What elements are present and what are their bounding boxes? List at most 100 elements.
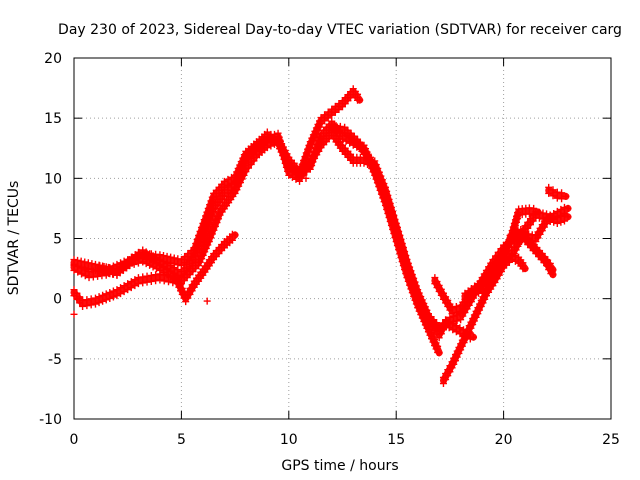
data-point [303, 167, 311, 175]
y-tick-label: 5 [53, 232, 62, 248]
series-line [482, 253, 529, 297]
data-series [70, 85, 572, 387]
data-point [550, 218, 558, 226]
y-tick-label: -10 [39, 412, 62, 428]
data-point [550, 212, 558, 220]
data-point [535, 214, 543, 222]
y-tick-label: 10 [44, 171, 62, 187]
data-point [78, 264, 86, 272]
data-point [163, 265, 171, 273]
data-point [324, 114, 332, 122]
data-point [302, 174, 310, 182]
data-point [231, 189, 239, 197]
data-point [91, 294, 99, 302]
x-axis-label: GPS time / hours [281, 458, 398, 474]
data-point [456, 330, 464, 338]
data-point [504, 244, 512, 252]
data-point [397, 236, 405, 244]
data-point [431, 274, 439, 282]
data-point [134, 253, 142, 261]
data-point [549, 266, 557, 274]
data-point [215, 215, 223, 223]
data-point [124, 280, 132, 288]
data-point [445, 324, 453, 332]
data-point [534, 234, 542, 242]
data-point [452, 308, 460, 316]
data-point [456, 324, 464, 332]
data-point [360, 159, 368, 167]
data-point [236, 179, 244, 187]
data-point [406, 263, 414, 271]
data-point [502, 247, 510, 255]
data-point [316, 139, 324, 147]
data-point [99, 297, 107, 305]
data-point [446, 368, 454, 376]
data-point [253, 141, 261, 149]
data-point [106, 294, 114, 302]
data-point [539, 215, 547, 223]
data-point [439, 326, 447, 334]
data-point [203, 297, 211, 305]
data-point [543, 210, 551, 218]
data-point [519, 259, 527, 267]
data-point [423, 306, 431, 314]
data-point [429, 317, 437, 325]
data-point [134, 259, 142, 267]
x-tick-label: 10 [280, 432, 298, 448]
data-point [557, 212, 565, 220]
data-point [410, 274, 418, 282]
data-point [383, 194, 391, 202]
data-point [99, 291, 107, 299]
data-point [513, 227, 521, 235]
data-point [558, 189, 566, 197]
data-point [514, 215, 522, 223]
data-point [479, 299, 487, 307]
data-point [117, 290, 125, 298]
data-point [332, 128, 340, 136]
series-track-11 [482, 250, 529, 300]
data-point [393, 223, 401, 231]
data-point [445, 318, 453, 326]
data-point [328, 121, 336, 129]
data-point [201, 248, 209, 256]
data-point [558, 195, 566, 203]
data-point [208, 211, 216, 219]
data-point [117, 284, 125, 292]
data-point [152, 277, 160, 285]
data-point [76, 293, 84, 301]
data-point [224, 183, 232, 191]
data-point [463, 305, 471, 313]
data-point [195, 262, 203, 270]
data-point [431, 321, 439, 329]
data-point [109, 270, 117, 278]
series-track-9 [506, 225, 557, 274]
data-point [220, 177, 228, 185]
data-point [213, 219, 221, 227]
data-point [170, 269, 178, 277]
data-point [534, 208, 542, 216]
data-point [220, 192, 228, 200]
data-point [452, 328, 460, 336]
data-point [557, 218, 565, 226]
data-point [449, 326, 457, 334]
data-point [87, 301, 95, 309]
data-point [455, 349, 463, 357]
isolated-points [70, 174, 310, 318]
data-point [513, 233, 521, 241]
data-point [321, 117, 329, 125]
data-point [452, 302, 460, 310]
data-point [163, 252, 171, 260]
data-point [182, 298, 190, 306]
data-point [526, 221, 534, 229]
x-tick-label: 20 [495, 432, 513, 448]
data-point [417, 293, 425, 301]
data-point [546, 211, 554, 219]
data-point [299, 163, 307, 171]
data-point [530, 210, 538, 218]
data-point [186, 290, 194, 298]
data-point [143, 278, 151, 286]
data-point [412, 282, 420, 290]
data-point [477, 302, 485, 310]
data-point [560, 217, 568, 225]
data-point [79, 296, 87, 304]
